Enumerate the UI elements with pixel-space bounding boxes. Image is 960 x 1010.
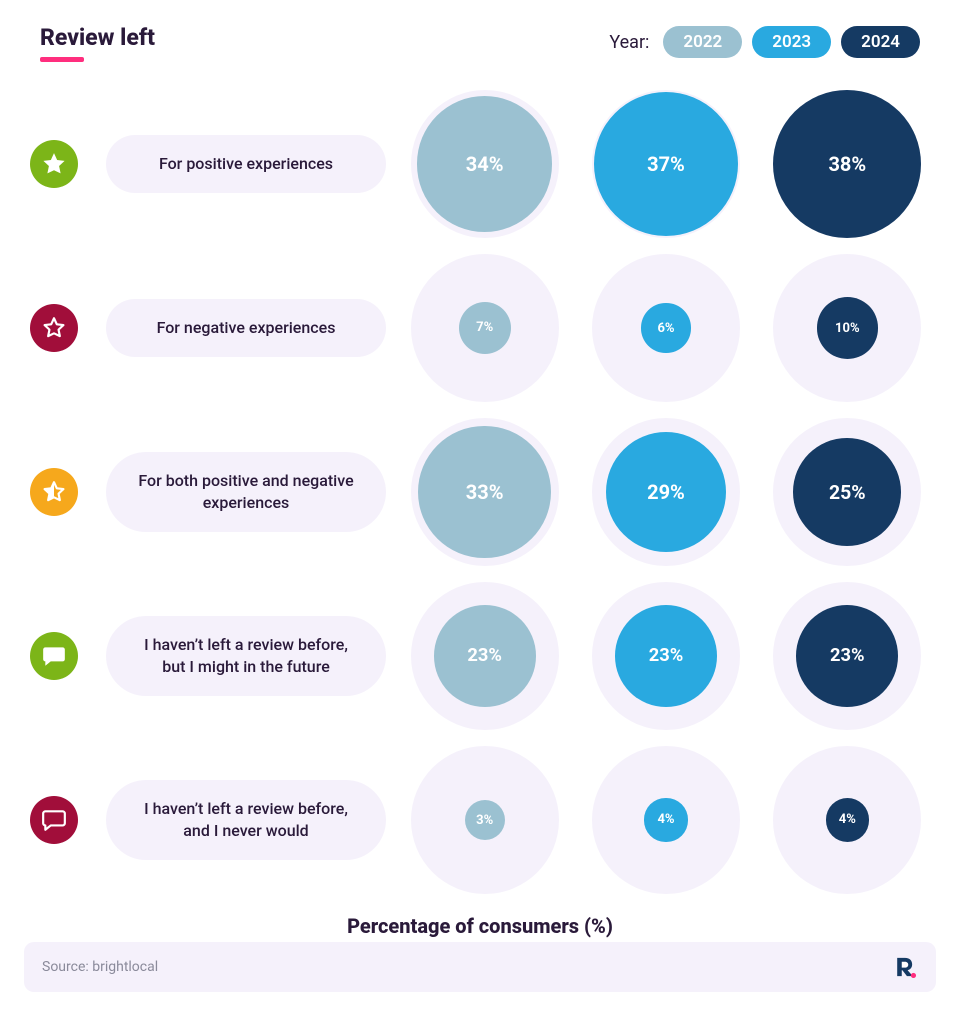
data-bubble: 25% bbox=[793, 438, 901, 546]
chart-row: I haven’t left a review before, and I ne… bbox=[30, 738, 930, 902]
legend-pill-2022: 2022 bbox=[663, 26, 742, 58]
chart-row: I haven’t left a review before, but I mi… bbox=[30, 574, 930, 738]
star-outline-icon bbox=[30, 304, 78, 352]
bubble-cell: 25% bbox=[765, 410, 930, 574]
bubble-cell: 6% bbox=[583, 246, 748, 410]
row-label: I haven’t left a review before, but I mi… bbox=[106, 616, 386, 695]
bubble-cell: 10% bbox=[765, 246, 930, 410]
chart-row: For both positive and negative experienc… bbox=[30, 410, 930, 574]
data-bubble: 3% bbox=[465, 800, 505, 840]
header: Review left Year: 2022 2023 2024 bbox=[0, 0, 960, 62]
data-bubble: 38% bbox=[773, 90, 921, 238]
row-label: For positive experiences bbox=[106, 135, 386, 193]
data-bubble: 29% bbox=[606, 432, 726, 552]
bubble-cell: 38% bbox=[765, 82, 930, 246]
chart-row: For negative experiences 7% 6% 10% bbox=[30, 246, 930, 410]
data-bubble: 4% bbox=[826, 798, 869, 841]
data-bubble: 23% bbox=[615, 605, 717, 707]
data-bubble: 10% bbox=[817, 297, 879, 359]
bubble-cell: 29% bbox=[583, 410, 748, 574]
title-underline bbox=[40, 57, 84, 62]
chat-filled-icon bbox=[30, 632, 78, 680]
bubble-cell: 4% bbox=[765, 738, 930, 902]
data-bubble: 37% bbox=[594, 92, 739, 237]
chat-outline-icon bbox=[30, 796, 78, 844]
bubble-cell: 33% bbox=[402, 410, 567, 574]
row-label: For both positive and negative experienc… bbox=[106, 452, 386, 531]
data-bubble: 34% bbox=[417, 96, 553, 232]
row-label: For negative experiences bbox=[106, 299, 386, 357]
chart-grid: For positive experiences34%37%38%For neg… bbox=[0, 62, 960, 902]
data-bubble: 4% bbox=[644, 798, 687, 841]
page-title: Review left bbox=[40, 24, 155, 51]
bubble-cell: 7% bbox=[402, 246, 567, 410]
data-bubble: 33% bbox=[418, 426, 551, 559]
data-bubble: 23% bbox=[796, 605, 898, 707]
star-filled-icon bbox=[30, 140, 78, 188]
star-half-icon bbox=[30, 468, 78, 516]
legend-pill-2024: 2024 bbox=[841, 26, 920, 58]
legend-label: Year: bbox=[609, 32, 649, 53]
year-legend: Year: 2022 2023 2024 bbox=[609, 26, 920, 58]
data-bubble: 7% bbox=[459, 302, 511, 354]
title-block: Review left bbox=[40, 24, 155, 62]
bubble-cell: 3% bbox=[402, 738, 567, 902]
data-bubble: 23% bbox=[434, 605, 536, 707]
bubble-cell: 23% bbox=[402, 574, 567, 738]
chart-row: For positive experiences 34% 37%38% bbox=[30, 82, 930, 246]
axis-label: Percentage of consumers (%) bbox=[0, 914, 960, 938]
row-label: I haven’t left a review before, and I ne… bbox=[106, 780, 386, 859]
brand-logo-icon bbox=[892, 954, 918, 980]
bubble-cell: 23% bbox=[583, 574, 748, 738]
source-text: Source: brightlocal bbox=[42, 959, 158, 975]
footer-bar: Source: brightlocal bbox=[24, 942, 936, 992]
bubble-cell: 34% bbox=[402, 82, 567, 246]
legend-pill-2023: 2023 bbox=[752, 26, 831, 58]
bubble-cell: 4% bbox=[583, 738, 748, 902]
data-bubble: 6% bbox=[641, 303, 690, 352]
bubble-cell: 23% bbox=[765, 574, 930, 738]
bubble-cell: 37% bbox=[583, 82, 748, 246]
